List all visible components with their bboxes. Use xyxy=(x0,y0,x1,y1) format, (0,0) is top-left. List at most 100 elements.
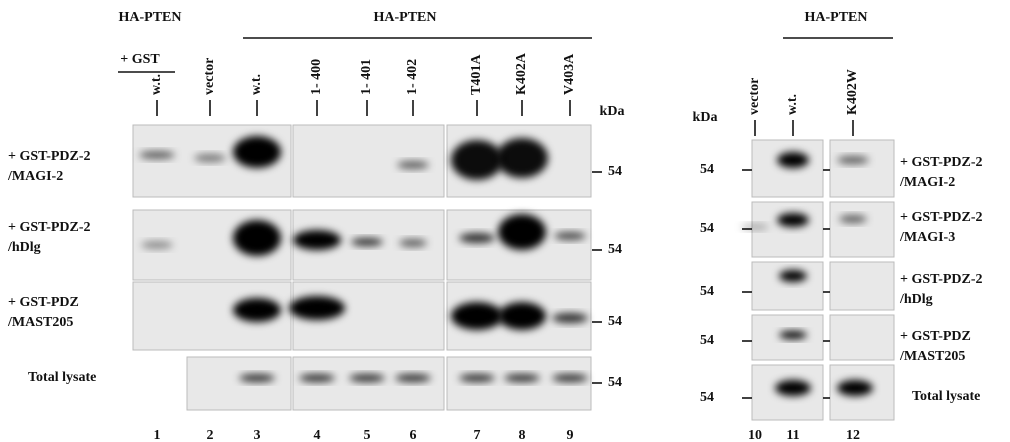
row-label: + GST-PDZ xyxy=(8,295,79,310)
row-label: /hDlg xyxy=(7,240,41,255)
lane-number: 7 xyxy=(474,428,481,442)
band xyxy=(459,233,495,243)
lane-number: 8 xyxy=(519,428,526,442)
band xyxy=(837,156,869,164)
blot xyxy=(292,356,445,411)
blot xyxy=(829,314,895,361)
band xyxy=(496,138,548,178)
group-label: + GST xyxy=(120,52,160,67)
lane-label: V403A xyxy=(562,53,577,95)
lane-label: w.t. xyxy=(785,94,800,115)
group-label: HA-PTEN xyxy=(119,10,182,25)
blot xyxy=(186,356,292,411)
row-label: + GST-PDZ-2 xyxy=(900,272,983,287)
band xyxy=(775,380,811,396)
band xyxy=(779,270,807,282)
blot xyxy=(292,124,445,198)
blot xyxy=(829,201,895,258)
row-label: + GST-PDZ-2 xyxy=(8,220,91,235)
band xyxy=(239,374,275,382)
row-label: /hDlg xyxy=(899,292,933,307)
band xyxy=(451,140,503,180)
band xyxy=(554,232,586,240)
band xyxy=(777,152,809,168)
marker: 54 xyxy=(700,221,714,236)
band xyxy=(451,302,503,330)
row-label: + GST-PDZ-2 xyxy=(900,210,983,225)
lane-label: 1- 401 xyxy=(359,59,374,95)
lane-number: 10 xyxy=(748,428,762,442)
band xyxy=(351,238,383,246)
blot xyxy=(751,261,824,311)
marker: 54 xyxy=(608,375,622,390)
marker: 54 xyxy=(700,390,714,405)
marker: 54 xyxy=(608,242,622,257)
row-label: Total lysate xyxy=(28,370,96,385)
group-label: HA-PTEN xyxy=(805,10,868,25)
blot xyxy=(829,261,895,311)
lane-label: K402W xyxy=(845,69,860,115)
row-label: + GST-PDZ-2 xyxy=(8,149,91,164)
band xyxy=(397,161,429,169)
row-label: /MAST205 xyxy=(899,349,965,364)
group-label: HA-PTEN xyxy=(374,10,437,25)
marker: 54 xyxy=(700,284,714,299)
band xyxy=(299,374,335,382)
marker: 54 xyxy=(700,162,714,177)
lane-number: 5 xyxy=(364,428,371,442)
row-label: /MAGI-2 xyxy=(899,175,955,190)
band xyxy=(552,374,588,382)
band xyxy=(779,331,807,339)
band xyxy=(141,241,173,249)
row-label: /MAST205 xyxy=(7,315,73,330)
row-label: Total lysate xyxy=(912,389,980,404)
band xyxy=(498,302,546,330)
band xyxy=(837,380,873,396)
lane-number: 4 xyxy=(314,428,321,442)
lane-label: 1- 400 xyxy=(309,59,324,95)
row-label: /MAGI-3 xyxy=(899,230,955,245)
lane-label: 1- 402 xyxy=(405,59,420,95)
blot xyxy=(829,139,895,198)
band xyxy=(233,220,281,256)
band xyxy=(289,296,345,320)
band xyxy=(395,374,431,382)
band xyxy=(194,154,226,162)
band xyxy=(233,136,281,168)
band xyxy=(839,215,867,223)
lane-number: 11 xyxy=(786,428,799,442)
lane-label: T401A xyxy=(469,54,484,95)
lane-label: vector xyxy=(202,58,217,95)
lane-number: 3 xyxy=(254,428,261,442)
lane-number: 12 xyxy=(846,428,860,442)
marker: 54 xyxy=(608,164,622,179)
band xyxy=(777,213,809,227)
blot xyxy=(751,201,824,258)
lane-number: 1 xyxy=(154,428,161,442)
marker: 54 xyxy=(608,314,622,329)
band xyxy=(233,298,281,322)
row-label: /MAGI-2 xyxy=(7,169,63,184)
marker: 54 xyxy=(700,333,714,348)
kda-label: kDa xyxy=(693,110,718,125)
lane-label: w.t. xyxy=(249,74,264,95)
lane-number: 2 xyxy=(207,428,214,442)
band xyxy=(293,230,341,250)
band xyxy=(504,374,540,382)
band xyxy=(139,151,175,159)
lane-label: w.t. xyxy=(149,74,164,95)
row-label: + GST-PDZ xyxy=(900,329,971,344)
lane-number: 9 xyxy=(567,428,574,442)
row-label: + GST-PDZ-2 xyxy=(900,155,983,170)
band xyxy=(459,374,495,382)
lane-number: 6 xyxy=(410,428,417,442)
blot xyxy=(751,139,824,198)
blot xyxy=(446,356,592,411)
kda-label: kDa xyxy=(600,104,625,119)
lane-label: vector xyxy=(747,78,762,115)
band xyxy=(498,214,546,250)
band xyxy=(349,374,385,382)
band xyxy=(552,313,588,323)
band xyxy=(399,239,427,247)
